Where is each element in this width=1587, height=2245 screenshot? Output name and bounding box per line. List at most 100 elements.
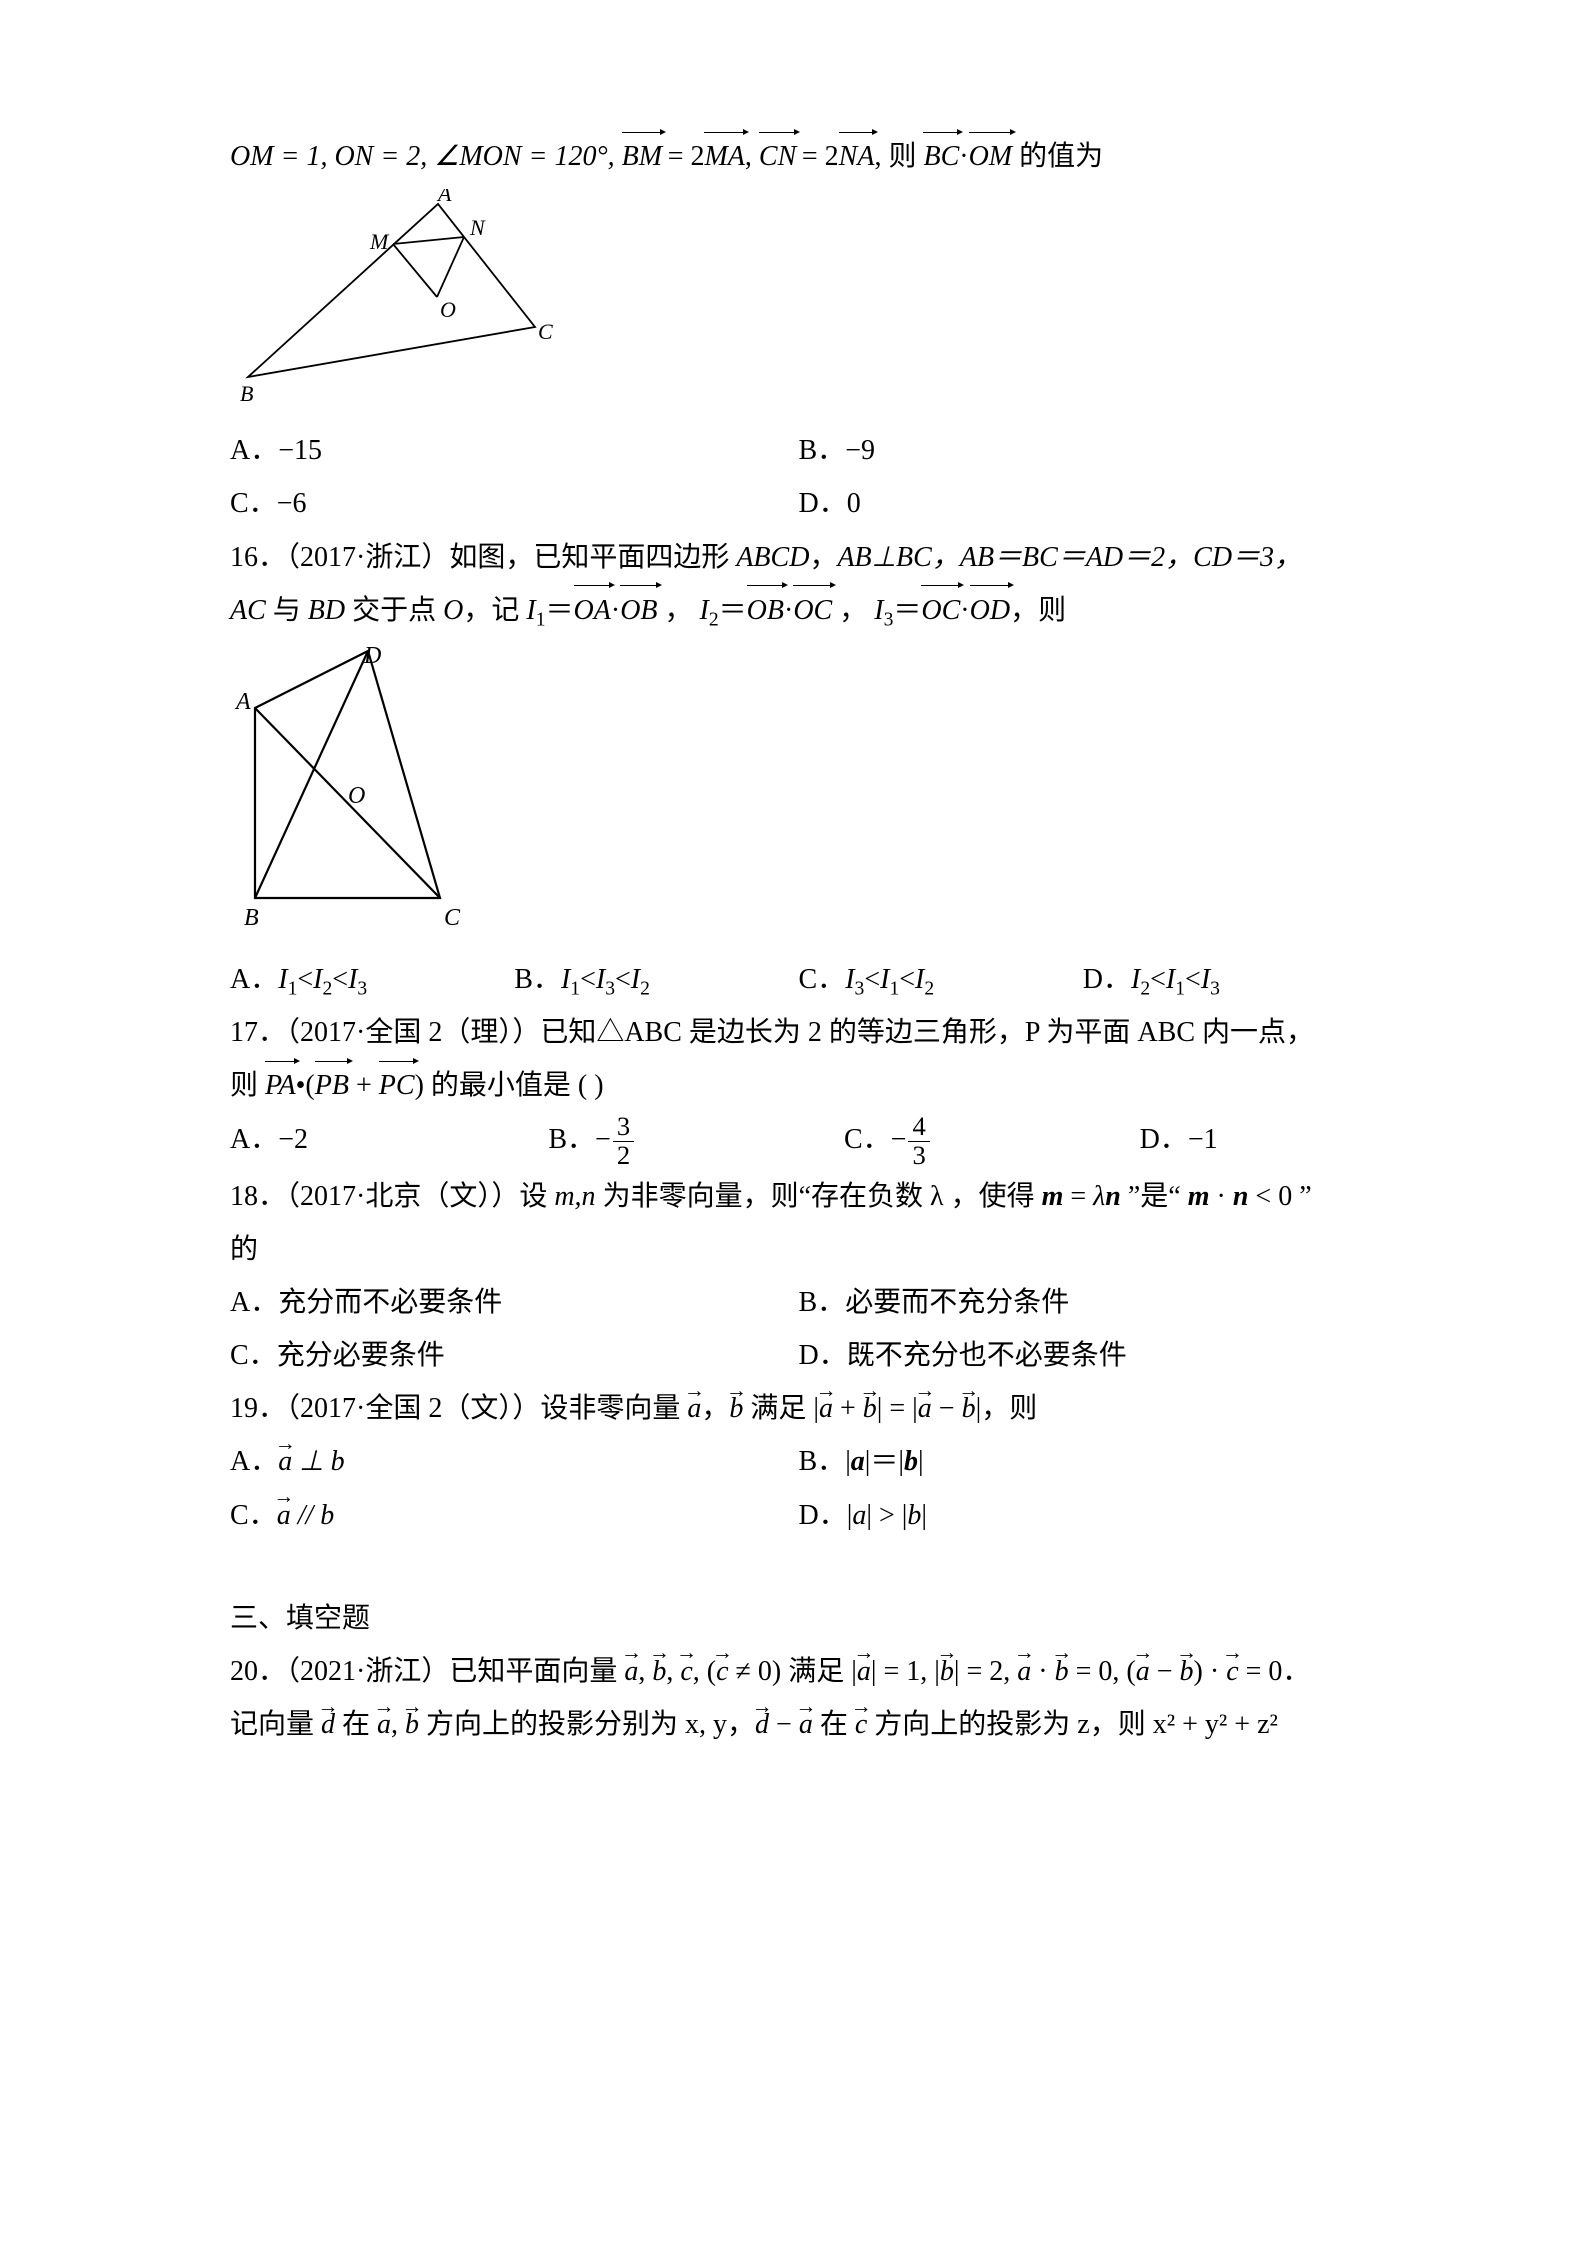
vec-na: NA [839,130,875,183]
svec-a11: a [799,1698,813,1751]
q16-opt-b: B．I1<I3<I2 [514,953,798,1006]
q18-opts-r2: C．充分必要条件 D．既不充分也不必要条件 [230,1329,1367,1382]
q17-opt-c: C．−43 [844,1113,1140,1170]
q16-opt-c: C．I3<I1<I2 [799,953,1083,1006]
svec-b9: b [1180,1645,1194,1698]
q18-opt-d: D．既不充分也不必要条件 [799,1329,1368,1382]
vec-oc2: OC [921,584,960,637]
svg-text:C: C [444,905,461,931]
q19-opts-r1: A．a ⊥ b B．|a|＝|b| [230,1435,1367,1488]
q15-opt-a-val: −15 [278,435,322,466]
svec-b8: b [1055,1645,1069,1698]
vec-ob2: OB [747,584,784,637]
q19-post: ，则 [981,1393,1037,1424]
q16-m1: ， [809,542,837,573]
q15-opt-b-val: −9 [845,435,875,466]
svec-a8: a [1017,1645,1031,1698]
vec-pc: PC [379,1059,415,1112]
svec-b2: b [863,1382,877,1435]
svec-a: a [687,1382,701,1435]
q16-quad: ABCD [736,542,809,573]
vec-ob: OB [620,584,657,637]
q15-prefix: OM = 1, ON = 2, ∠MON = 120°, [230,141,615,172]
svec-a9: a [1136,1645,1150,1698]
svg-text:N: N [469,215,486,240]
q18-l1a: 18．（2017·北京（文））设 [230,1181,554,1212]
q16-prefix: 16．（2017·浙江）如图，已知平面四边形 [230,542,736,573]
svg-text:B: B [244,905,259,931]
q20-l2c: 方向上的投影分别为 x, y， [419,1709,755,1740]
vec-pb: PB [315,1059,349,1112]
q17-opt-d: D．−1 [1140,1113,1367,1170]
svec-c9: c [855,1698,867,1751]
q16-line1: 16．（2017·浙江）如图，已知平面四边形 ABCD，AB⊥BC，AB＝BC＝… [230,531,1367,584]
q18-c: 充分必要条件 [277,1340,445,1371]
vec-om: OM [969,130,1013,183]
vec-bc: BC [923,130,959,183]
svec-b10: b [405,1698,419,1751]
q16-opt-d: D．I2<I1<I3 [1083,953,1367,1006]
q16-eqs: ，AB＝BC＝AD＝2，CD＝3， [932,542,1302,573]
q17-a-val: −2 [278,1124,308,1155]
q18-opts-r1: A．充分而不必要条件 B．必要而不充分条件 [230,1276,1367,1329]
q17-opt-a: A．−2 [230,1113,548,1170]
q15-opts-row1: A．−15 B．−9 [230,424,1367,477]
q18-opt-c: C．充分必要条件 [230,1329,799,1382]
svec-a6: a [624,1645,638,1698]
q20-line2: 记向量 d 在 a, b 方向上的投影分别为 x, y，d − a 在 c 方向… [230,1698,1367,1751]
vec-od: OD [970,584,1010,637]
q18-l1b: 为非零向量，则“存在负数 λ ，使得 [596,1181,1042,1212]
svec-b6: b [652,1645,666,1698]
q20-l2e: 方向上的投影为 z，则 x² + y² + z² [867,1709,1278,1740]
vec-oc: OC [793,584,832,637]
q15-opt-c: C．−6 [230,477,799,530]
q20-l2b: 在 [335,1709,377,1740]
svec-d2: d [755,1698,769,1751]
svg-text:A: A [234,689,251,715]
q18-mn: m,n [554,1181,595,1212]
q18-l1d: ” [1292,1181,1311,1212]
q17-b-d: 2 [613,1142,634,1170]
svec-c8: c [1226,1645,1238,1698]
svg-text:B: B [240,381,253,406]
page: OM = 1, ON = 2, ∠MON = 120°, BM= 2MA, CN… [0,0,1587,1851]
q15-opt-a: A．−15 [230,424,799,477]
q17-c-d: 3 [908,1142,929,1170]
q19-opt-d: D．|a| > |b| [799,1489,1368,1542]
q19-opt-c: C．a // b [230,1489,799,1542]
q18-a: 充分而不必要条件 [278,1287,502,1318]
svec-a2: a [819,1382,833,1435]
vec-ma: MA [704,130,744,183]
q18-l1c: ”是“ [1121,1181,1188,1212]
q18-opt-a: A．充分而不必要条件 [230,1276,799,1329]
svg-text:A: A [436,189,452,206]
q17-line1: 17．（2017·全国 2（理））已知△ABC 是边长为 2 的等边三角形，P … [230,1006,1367,1059]
q19-d-pre: D． [799,1500,847,1531]
q19-mid: 满足 [743,1393,813,1424]
q15-expr-line: OM = 1, ON = 2, ∠MON = 120°, BM= 2MA, CN… [230,130,1367,183]
q15-mid: 则 [888,141,923,172]
svec-c7: c [716,1645,728,1698]
q20-pre: 20．（2021·浙江）已知平面向量 [230,1656,624,1687]
q20-m1: 满足 [781,1656,851,1687]
q18-d: 既不充分也不必要条件 [847,1340,1127,1371]
q15-opts-row2: C．−6 D．0 [230,477,1367,530]
q17-opt-b: B．−32 [548,1113,844,1170]
q16-perp: AB⊥BC [837,542,931,573]
q19-a-txt: ⊥ b [292,1446,344,1477]
q19-c-pre: C． [230,1500,277,1531]
q15-opt-c-val: −6 [277,488,307,519]
q16-l2b: ，则 [1010,595,1066,626]
vec-bm: BM [622,130,662,183]
svg-text:O: O [348,783,365,809]
q19-a-pre: A． [230,1446,278,1477]
svec-b: b [729,1382,743,1435]
q17-l2a: 则 [230,1070,265,1101]
q16-opts: A．I1<I2<I3 B．I1<I3<I2 C．I3<I1<I2 D．I2<I1… [230,953,1367,1006]
q18-opt-b: B．必要而不充分条件 [799,1276,1368,1329]
q18-b: 必要而不充分条件 [845,1287,1069,1318]
svg-text:M: M [369,229,390,254]
q17-d-val: −1 [1188,1124,1218,1155]
q20-l2a: 记向量 [230,1709,321,1740]
q16-figure: A D B C O [230,643,1367,943]
